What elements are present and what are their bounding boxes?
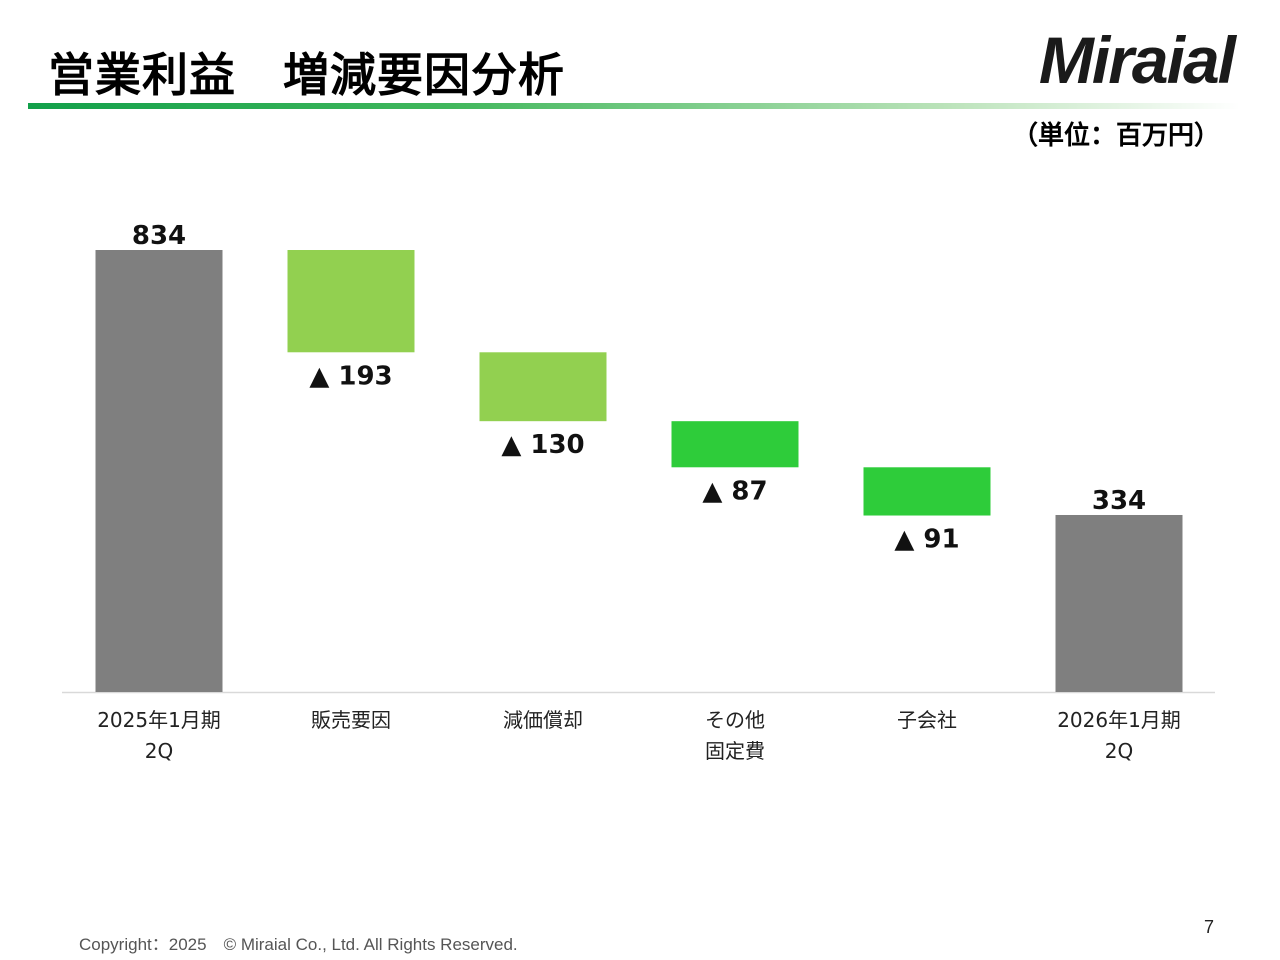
- bar: [95, 250, 223, 692]
- miraial-logo: Miraial: [1038, 23, 1236, 97]
- category-label: 販売要因: [311, 708, 391, 732]
- category-label: 2026年1月期: [1057, 708, 1181, 732]
- category-label: 固定費: [705, 739, 765, 763]
- data-label: ▲ 130: [501, 430, 584, 460]
- data-label: 334: [1092, 486, 1146, 516]
- bar: [863, 467, 991, 516]
- category-label: 2Q: [145, 739, 173, 763]
- bar: [287, 250, 415, 353]
- category-label: 減価償却: [503, 708, 583, 732]
- page-number: 7: [1203, 917, 1214, 937]
- unit-label: （単位：百万円）: [1011, 121, 1220, 151]
- category-label: その他: [705, 708, 765, 732]
- bar: [1055, 514, 1183, 692]
- category-label: 2Q: [1105, 739, 1133, 763]
- category-label: 2025年1月期: [97, 708, 221, 732]
- data-label: ▲ 193: [309, 361, 392, 391]
- slide-title: 営業利益 増減要因分析: [48, 48, 565, 102]
- title-underline: [28, 103, 1240, 109]
- data-label: 834: [132, 221, 186, 251]
- category-label: 子会社: [897, 708, 957, 732]
- data-label: ▲ 87: [702, 476, 767, 506]
- bar: [479, 352, 607, 422]
- copyright-notice: Copyright：2025 © Miraial Co., Ltd. All R…: [79, 935, 518, 954]
- data-label: ▲ 91: [894, 525, 959, 555]
- bar: [671, 421, 799, 468]
